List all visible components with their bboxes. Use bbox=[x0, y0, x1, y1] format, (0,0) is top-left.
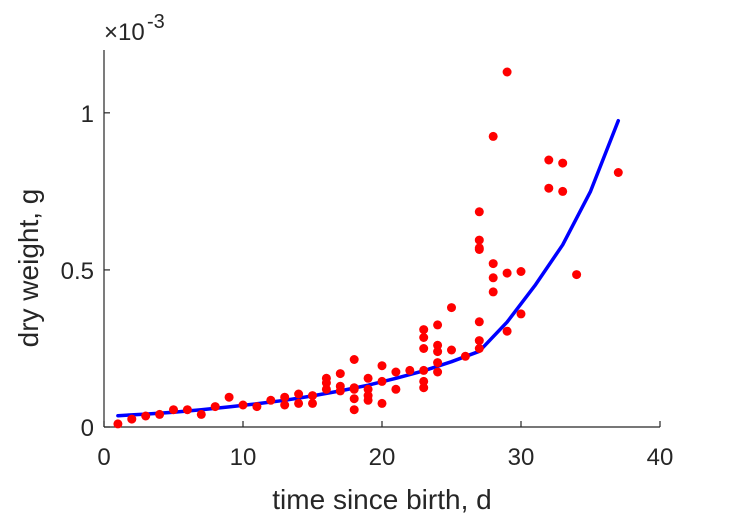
x-axis-label: time since birth, d bbox=[272, 484, 491, 515]
data-point bbox=[474, 336, 484, 346]
data-point bbox=[377, 376, 387, 386]
data-point bbox=[613, 168, 623, 177]
data-point bbox=[113, 419, 123, 429]
plot-area bbox=[113, 67, 623, 429]
data-point bbox=[474, 243, 484, 253]
data-point bbox=[516, 267, 526, 276]
axes bbox=[103, 50, 660, 428]
data-point bbox=[572, 270, 582, 280]
x-tick-label: 40 bbox=[647, 444, 674, 471]
data-point bbox=[377, 361, 387, 371]
data-point bbox=[169, 405, 178, 415]
data-point bbox=[294, 389, 304, 399]
data-point bbox=[488, 131, 498, 141]
data-point bbox=[391, 367, 401, 377]
data-point bbox=[349, 394, 359, 404]
data-point bbox=[474, 235, 484, 245]
data-point bbox=[488, 259, 498, 269]
data-point bbox=[127, 414, 137, 424]
data-point bbox=[558, 186, 568, 196]
data-point bbox=[544, 183, 554, 193]
data-point bbox=[488, 287, 498, 297]
data-point bbox=[433, 367, 443, 377]
data-point bbox=[266, 395, 276, 405]
data-point bbox=[447, 303, 456, 313]
data-point bbox=[335, 381, 345, 391]
data-point bbox=[321, 373, 331, 383]
y-multiplier: ×10 -3 bbox=[104, 11, 165, 46]
data-point bbox=[488, 273, 498, 283]
data-point bbox=[419, 333, 429, 342]
data-point bbox=[419, 325, 429, 335]
data-point bbox=[363, 391, 373, 401]
data-point bbox=[363, 373, 373, 383]
x-ticks: 0 10 20 30 40 bbox=[97, 421, 673, 471]
data-point bbox=[474, 207, 484, 217]
data-point bbox=[155, 409, 165, 419]
data-point bbox=[141, 411, 151, 421]
data-point bbox=[308, 398, 317, 408]
y-multiplier-exponent: -3 bbox=[147, 11, 165, 33]
data-point bbox=[419, 344, 429, 353]
data-point bbox=[377, 398, 387, 408]
data-point bbox=[502, 67, 512, 77]
data-point bbox=[349, 384, 359, 394]
x-tick-label: 0 bbox=[97, 444, 110, 471]
y-tick-label: 0 bbox=[81, 415, 94, 442]
data-point bbox=[335, 369, 345, 379]
y-ticks: 00.51 bbox=[61, 101, 110, 442]
data-point bbox=[433, 347, 443, 357]
x-tick-label: 30 bbox=[508, 444, 535, 471]
data-point bbox=[182, 405, 192, 415]
data-point bbox=[363, 384, 373, 394]
data-point bbox=[419, 365, 429, 375]
data-point bbox=[544, 155, 554, 165]
data-point bbox=[460, 351, 470, 361]
x-tick-label: 20 bbox=[369, 444, 396, 471]
data-point bbox=[280, 400, 290, 410]
data-point bbox=[321, 384, 331, 394]
data-point bbox=[294, 398, 304, 408]
data-point bbox=[502, 326, 512, 336]
data-point bbox=[405, 365, 415, 375]
data-point bbox=[433, 340, 443, 350]
data-point bbox=[391, 384, 401, 394]
data-point bbox=[308, 391, 317, 401]
data-point bbox=[474, 344, 484, 353]
data-point bbox=[516, 309, 526, 319]
y-multiplier-base: ×10 bbox=[104, 19, 145, 46]
data-point bbox=[502, 268, 512, 278]
data-point bbox=[447, 345, 456, 355]
data-point bbox=[474, 317, 484, 327]
data-point bbox=[252, 402, 262, 412]
data-point bbox=[349, 355, 359, 364]
data-point bbox=[210, 402, 220, 412]
data-point bbox=[280, 392, 290, 402]
fitted-curve bbox=[116, 118, 621, 418]
data-point bbox=[349, 405, 359, 415]
y-tick-label: 1 bbox=[81, 101, 94, 128]
y-tick-label: 0.5 bbox=[61, 258, 94, 285]
data-point bbox=[224, 392, 234, 402]
data-point bbox=[433, 358, 443, 368]
y-axis-label: dry weight, g bbox=[13, 189, 44, 348]
data-point bbox=[196, 409, 206, 419]
data-point bbox=[419, 376, 429, 386]
data-point bbox=[238, 400, 248, 410]
data-point bbox=[433, 320, 443, 330]
x-tick-label: 10 bbox=[230, 444, 257, 471]
data-point bbox=[419, 383, 429, 393]
data-point bbox=[558, 158, 568, 168]
